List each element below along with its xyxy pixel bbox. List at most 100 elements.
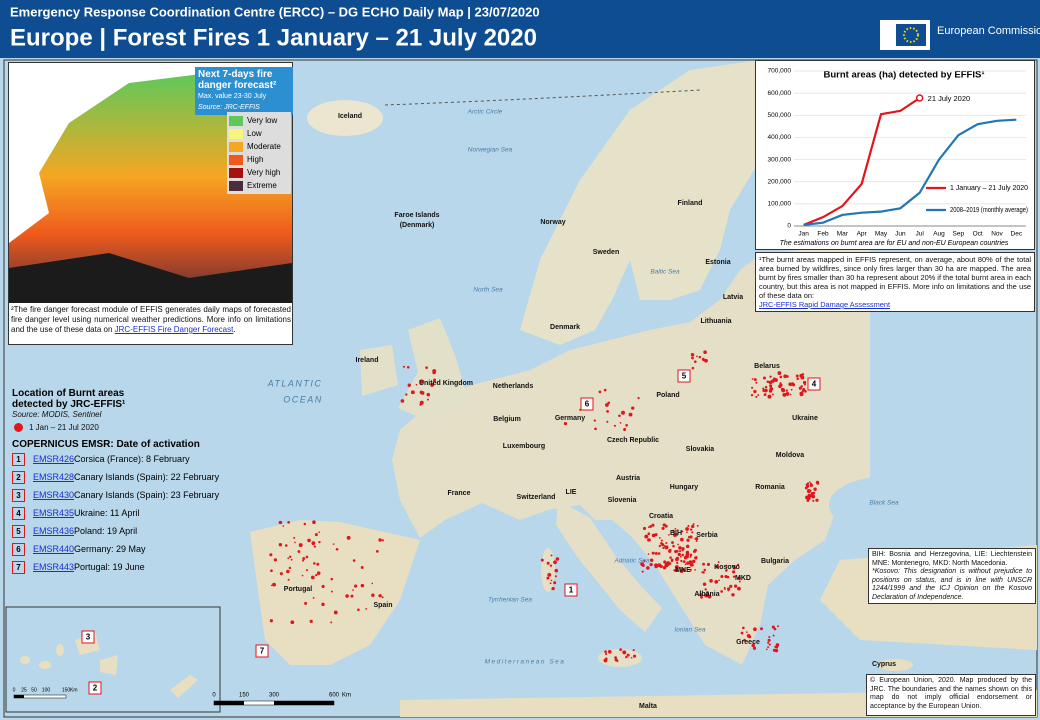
fire-dot [769,387,774,391]
sea-label: Norwegian Sea [468,147,513,154]
fire-dot [647,532,651,536]
emsr-code[interactable]: EMSR440 [33,544,75,554]
fire-dot [318,540,321,544]
fire-dot [675,557,679,562]
chart-panel: Burnt areas (ha) detected by EFFIS¹ The … [755,60,1035,250]
fire-dot [619,421,622,424]
forecast-link[interactable]: JRC-EFFIS Fire Danger Forecast [114,325,234,334]
fire-dot [687,535,691,539]
country-label: MNE [675,567,691,574]
fire-dot [702,582,707,586]
fire-dot [691,366,695,370]
fire-dot [312,597,315,599]
fire-dot [751,386,754,389]
fire-dot [785,392,790,396]
sea-label: Black Sea [869,500,899,507]
marker-number: 2 [93,684,98,693]
country-label: Denmark [550,324,580,331]
fire-dot [603,658,608,663]
fire-dot [689,555,692,558]
country-label: Belarus [754,363,780,370]
class-swatch [229,154,243,165]
forecast-map [9,63,292,303]
fire-dot [643,559,646,563]
country-label: Portugal [284,586,312,593]
fire-dot [672,530,676,533]
header-supertitle: Emergency Response Coordination Centre (… [10,4,540,19]
fire-dot [703,350,707,354]
fire-dot [664,545,669,550]
fire-dot [303,522,307,526]
fire-dot [769,375,772,378]
country-label: Lithuania [700,318,731,325]
emsr-code[interactable]: EMSR443 [33,562,75,572]
country-label: Germany [555,415,585,422]
marker-box [807,377,821,391]
fire-dot [352,589,354,591]
forecast-subtitle: Max. value 23-30 July [198,93,267,100]
fire-dot [727,587,731,591]
fire-dot [312,520,316,525]
y-tick-label: 700,000 [768,68,792,75]
kosovo-text: *Kosovo: This designation is without pre… [872,568,1032,601]
scale-label: 0 [212,693,216,699]
annotation: 21 July 2020 [928,94,971,103]
fire-dot [687,524,690,528]
x-tick-label: Dec [1011,231,1023,238]
scale-label: 25 [21,687,27,693]
fire-dot [680,559,683,563]
fire-dot [415,383,418,386]
fire-dot [791,384,793,386]
emsr-code[interactable]: EMSR426 [33,454,75,464]
country-label: Sweden [593,249,619,256]
country-label: Serbia [696,532,718,539]
scale-bars: 0 150 300 600 Km0 25 50 100 150 Km [13,687,351,706]
fire-dot [654,552,658,555]
y-tick-label: 400,000 [768,134,792,141]
fire-dot [621,410,625,415]
emsr-code[interactable]: EMSR435 [33,508,75,518]
marker-box [81,630,95,644]
fire-dot [646,566,650,570]
fire-dot [304,601,308,605]
fire-dot [674,568,679,573]
emsr-code[interactable]: EMSR428 [33,472,75,482]
map-labels: Iceland Arctic Circle Norwegian Sea Faroe I… [116,109,899,710]
fire-dot [726,575,730,579]
fire-dot [782,392,787,397]
sea-label: Mediterranean Sea [485,659,566,666]
country-label: Kosovo [714,564,740,571]
fire-dot [313,562,316,565]
fire-dot [298,543,303,547]
fire-dot [606,420,609,423]
forecast-note: ²The fire danger forecast module of EFFI… [11,305,291,334]
fire-dot [425,366,428,370]
fire-dot [555,557,560,561]
fire-dot [311,541,316,546]
fire-dot [330,577,334,581]
sea-label: ATLANTIC [267,378,323,388]
effis-link[interactable]: JRC-EFFIS Rapid Damage Assessment [759,300,891,309]
fire-dot [302,557,306,560]
fire-dot [618,414,621,417]
fire-dot [284,544,288,547]
emsr-number: 7 [12,561,25,575]
fire-dot [346,535,351,540]
fire-dot [647,526,650,529]
fire-dot [420,382,422,385]
fire-dot [699,593,703,597]
fire-dot [410,390,415,395]
fire-dot [668,534,670,536]
class-swatch [229,115,243,126]
forecast-class: Very high [229,166,289,179]
fire-dot [714,579,719,584]
fire-dot [330,621,333,624]
emsr-code[interactable]: EMSR430 [33,490,75,500]
marker-box [677,369,691,383]
fire-dot [720,575,724,579]
emsr-code[interactable]: EMSR436 [33,526,75,536]
country-label: Bulgaria [761,558,789,565]
fire-dot [305,555,309,559]
scale-label: 150 [239,693,250,699]
fire-dot [674,565,679,570]
